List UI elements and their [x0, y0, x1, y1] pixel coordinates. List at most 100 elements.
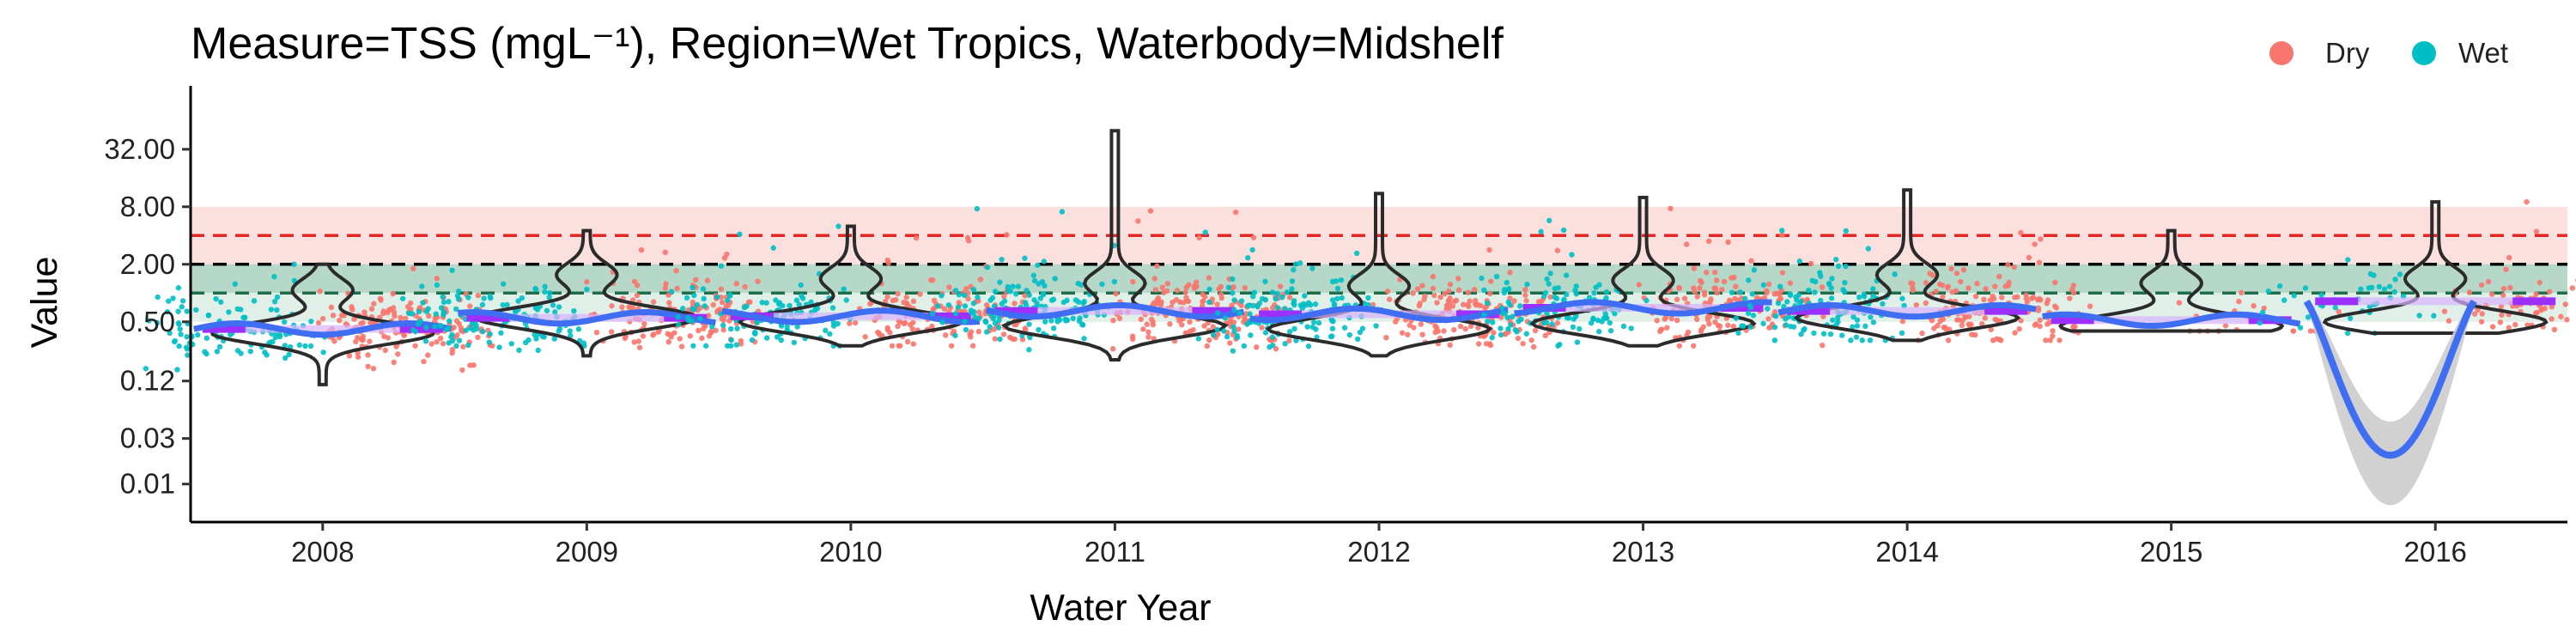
chart-title: Measure=TSS (mgL⁻¹), Region=Wet Tropics,… [191, 19, 1504, 69]
wet-point [1542, 289, 1549, 296]
wet-point [154, 319, 161, 326]
dry-point [1691, 343, 1697, 349]
wet-point [1357, 329, 1364, 336]
dry-point [1765, 281, 1772, 288]
wet-point [532, 331, 538, 337]
year-group-2012 [1195, 191, 1561, 358]
wet-point [320, 349, 326, 355]
wet-point [1489, 334, 1495, 341]
dry-point [1761, 295, 1768, 301]
wet-point [697, 315, 703, 322]
wet-point [1549, 321, 1555, 327]
dry-point [434, 338, 440, 345]
wet-point [473, 322, 479, 329]
dry-point [977, 276, 984, 283]
wet-point [1289, 286, 1295, 292]
wet-point [455, 289, 462, 295]
dry-point [2087, 303, 2093, 309]
dry-point [1455, 276, 1461, 282]
wet-point [1030, 272, 1037, 278]
dry-point [1150, 322, 1156, 328]
dry-point [1668, 205, 1674, 212]
wet-point [500, 281, 507, 287]
wet-point [1870, 286, 1876, 292]
dry-point [1467, 323, 1474, 330]
dry-point [1899, 319, 1906, 325]
wet-point [737, 231, 743, 238]
dry-point [942, 332, 949, 338]
wet-point [262, 349, 268, 355]
dry-point [706, 333, 713, 339]
dry-point [2524, 198, 2530, 205]
dry-point [440, 341, 447, 347]
dry-point [330, 313, 337, 319]
wet-point [217, 299, 224, 305]
dry-point [1981, 296, 1987, 303]
wet-point [438, 322, 444, 329]
violin-2010 [738, 224, 964, 348]
dry-point [1430, 285, 1437, 292]
dry-point [1988, 326, 1994, 332]
dry-point [434, 276, 440, 282]
dry-point [1206, 337, 1212, 343]
wet-point [286, 351, 292, 358]
wet-point [1569, 252, 1575, 258]
wet-point [701, 295, 707, 302]
wet-point [1042, 283, 1048, 289]
wet-point [794, 324, 800, 330]
dry-point [2336, 308, 2342, 315]
dry-point [1554, 320, 1561, 326]
wet-point [1505, 325, 1511, 332]
wet-point [1230, 324, 1236, 330]
wet-point [185, 352, 191, 358]
wet-point [1329, 333, 1335, 339]
wet-point [1809, 277, 1815, 283]
dry-point [1910, 287, 1916, 294]
dry-point [1937, 318, 1943, 325]
dry-point [895, 323, 901, 330]
dry-point [2290, 328, 2296, 334]
legend-wet-label: Wet [2458, 37, 2508, 69]
wet-point [1206, 299, 1212, 306]
dry-point [1286, 295, 1293, 301]
dry-point [1215, 331, 1221, 337]
dry-point [2549, 316, 2555, 322]
dry-point [678, 343, 685, 349]
dry-point [890, 297, 896, 304]
dry-point [1732, 295, 1738, 301]
dry-point [1012, 301, 1018, 307]
dry-point [723, 304, 729, 310]
wet-point [1593, 284, 1599, 290]
dry-point [677, 336, 683, 342]
wet-point [1835, 263, 1842, 270]
dry-point [1405, 331, 1411, 337]
wet-point [1015, 283, 1022, 289]
dry-point [1004, 232, 1010, 238]
violin-2013 [1529, 196, 1757, 348]
wet-point [179, 304, 185, 310]
wet-point [1771, 324, 1778, 331]
wet-point [463, 327, 469, 333]
dry-point [1202, 294, 1208, 300]
dry-point [665, 338, 671, 345]
wet-point [465, 342, 471, 349]
dry-point [1712, 319, 1718, 325]
dry-point [2070, 289, 2077, 296]
dry-point [1022, 293, 1028, 299]
dry-point [367, 338, 373, 344]
dry-point [708, 329, 714, 335]
dry-point [460, 343, 466, 349]
wet-point [1798, 331, 1804, 337]
dry-point [965, 295, 971, 302]
dry-point [1475, 302, 1481, 308]
dry-point [2533, 228, 2540, 234]
y-tick-label: 32.00 [104, 133, 175, 165]
wet-point [1056, 317, 1063, 323]
wet-point [787, 302, 793, 309]
wet-point [550, 302, 556, 308]
dry-point [2239, 289, 2245, 296]
x-tick-label: 2015 [2140, 536, 2202, 568]
dry-point [1386, 296, 1393, 302]
wet-point [556, 304, 562, 310]
year-group-2016 [2257, 198, 2576, 337]
